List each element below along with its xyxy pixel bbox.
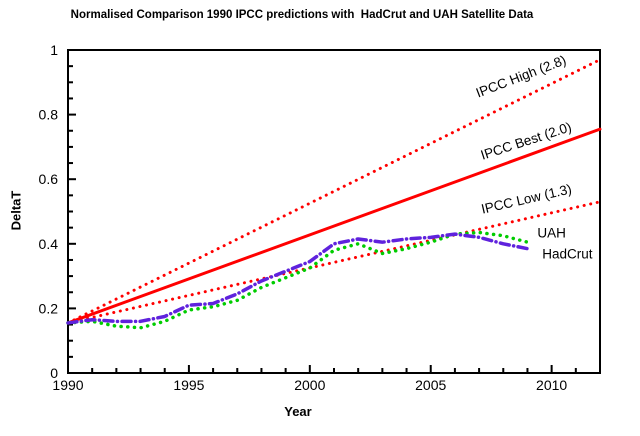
y-tick-label: 0 [50, 365, 58, 381]
y-tick-label: 0.2 [39, 300, 59, 316]
y-tick-label: 0.8 [39, 107, 59, 123]
x-tick-label: 1990 [52, 377, 83, 393]
x-tick-label: 2000 [294, 377, 325, 393]
series-label-uah: UAH [537, 225, 566, 240]
x-axis-label: Year [284, 404, 312, 419]
series-line-uah [66, 230, 530, 330]
x-tick-label: 2010 [536, 377, 567, 393]
y-tick-label: 0.4 [39, 236, 59, 252]
series-line-ipcc-high-2-8- [66, 58, 602, 325]
y-tick-label: 1 [50, 42, 58, 58]
series-label-hadcrut: HadCrut [542, 246, 593, 261]
series-line-hadcrut [66, 232, 530, 325]
chart-title: Normalised Comparison 1990 IPCC predicti… [70, 9, 534, 21]
series-line-ipcc-best-2-0- [66, 127, 602, 325]
series-line-ipcc-low-1-3- [66, 200, 602, 325]
y-tick-label: 0.6 [39, 171, 59, 187]
x-tick-label: 2005 [415, 377, 446, 393]
series-label-ipcc-high-2-8-: IPCC High (2.8) [474, 52, 568, 100]
x-tick-label: 1995 [173, 377, 204, 393]
